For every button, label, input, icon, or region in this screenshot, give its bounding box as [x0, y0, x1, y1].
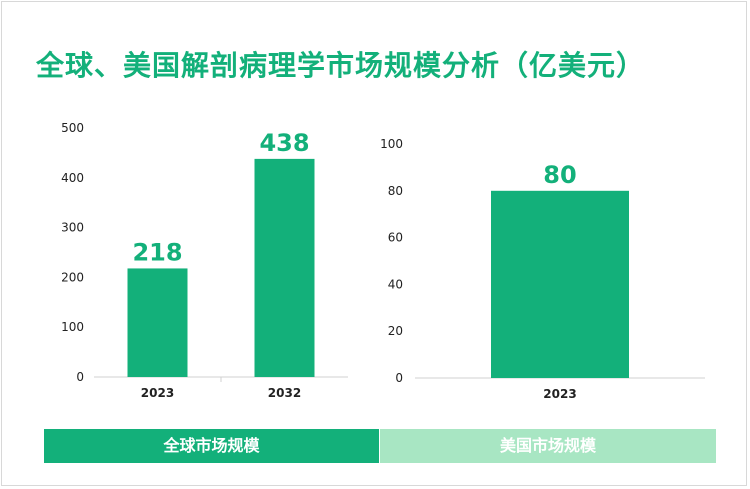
- y-tick-label: 20: [388, 324, 403, 338]
- y-tick-label: 0: [395, 371, 403, 385]
- data-label: 80: [543, 161, 576, 189]
- global-market-label: 全球市场规模: [44, 429, 379, 463]
- bar: [491, 190, 629, 378]
- chart-title: 全球、美国解剖病理学市场规模分析（亿美元）: [36, 49, 646, 82]
- x-tick-label: 2032: [268, 386, 301, 400]
- x-tick-label: 2023: [141, 386, 174, 400]
- y-tick-label: 200: [61, 270, 84, 284]
- x-tick-label: 2023: [543, 387, 576, 401]
- bar: [254, 158, 315, 377]
- data-label: 438: [259, 129, 309, 157]
- y-tick-label: 300: [61, 221, 84, 235]
- y-tick-label: 0: [76, 370, 84, 384]
- y-tick-label: 100: [61, 320, 84, 334]
- y-tick-label: 400: [61, 171, 84, 185]
- us-market-label: 美国市场规模: [380, 429, 716, 463]
- y-tick-label: 40: [388, 277, 403, 291]
- data-label: 218: [132, 238, 182, 266]
- y-tick-label: 100: [380, 137, 403, 151]
- y-tick-label: 80: [388, 184, 403, 198]
- global-market-chart: 0 100 200 300 400 500 218 2023 438 2032: [61, 121, 348, 400]
- y-tick-label: 60: [388, 231, 403, 245]
- y-tick-label: 500: [61, 121, 84, 135]
- us-market-chart: 0 20 40 60 80 100 80 2023: [380, 137, 705, 401]
- bar: [127, 268, 188, 377]
